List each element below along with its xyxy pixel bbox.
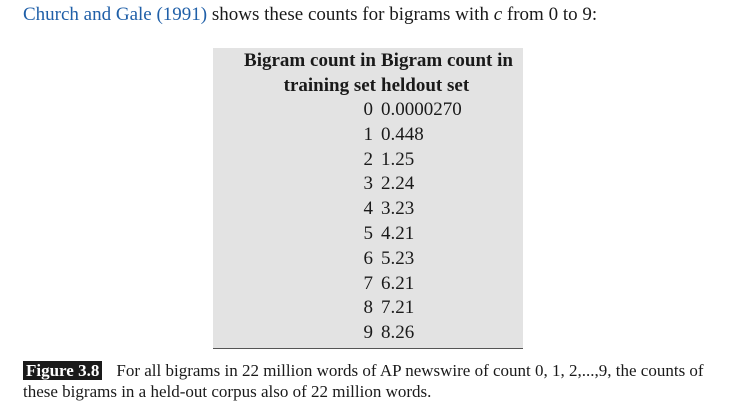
heldout-count-cell: 0.448 — [381, 123, 424, 145]
table-row: 9 8.26 — [213, 321, 523, 346]
intro-text-before: shows these counts for bigrams with — [207, 4, 494, 25]
table-row: 3 2.24 — [213, 172, 523, 197]
table-row: 4 3.23 — [213, 197, 523, 222]
training-count-cell: 8 — [363, 297, 374, 319]
training-count-cell: 6 — [363, 247, 374, 269]
heldout-count-cell: 2.24 — [381, 173, 415, 195]
variable-c: c — [493, 4, 503, 25]
training-count-cell: 5 — [363, 222, 374, 244]
heldout-count-cell: 1.25 — [381, 148, 415, 170]
table-row: 7 6.21 — [213, 272, 523, 297]
caption-text: For all bigrams in 22 million words of A… — [23, 361, 704, 401]
training-count-cell: 1 — [363, 123, 374, 145]
bigram-count-table-panel: Bigram count in training set Bigram count… — [213, 48, 523, 348]
training-count-cell: 2 — [363, 148, 374, 170]
header-training-set: Bigram count in training set — [244, 50, 376, 96]
heldout-count-cell: 4.21 — [381, 222, 415, 244]
intro-sentence: Church and Gale (1991) shows these count… — [23, 3, 597, 27]
table-row: 8 7.21 — [213, 296, 523, 321]
heldout-count-cell: 5.23 — [381, 247, 415, 269]
table-row: 6 5.23 — [213, 247, 523, 272]
heldout-count-cell: 0.0000270 — [381, 99, 462, 120]
heldout-count-cell: 6.21 — [381, 272, 415, 294]
table-row: 5 4.21 — [213, 222, 523, 247]
bigram-count-table: Bigram count in training set Bigram count… — [213, 48, 523, 346]
training-count-cell: 9 — [363, 322, 374, 344]
table-bottom-rule — [213, 348, 523, 349]
training-count-cell: 7 — [363, 272, 374, 294]
intro-text-after: from 0 to 9: — [502, 4, 598, 25]
training-count-cell: 3 — [363, 173, 374, 195]
figure-label: Figure 3.8 — [23, 361, 103, 380]
table-row: 0 0.0000270 — [213, 98, 523, 123]
citation-link[interactable]: Church and Gale (1991) — [23, 4, 208, 25]
heldout-count-cell: 7.21 — [381, 297, 415, 319]
heldout-count-cell: 3.23 — [381, 198, 415, 220]
table-header-row: Bigram count in training set Bigram count… — [213, 48, 523, 98]
training-count-cell: 0 — [363, 99, 374, 120]
table-row: 2 1.25 — [213, 148, 523, 173]
header-heldout-set: Bigram count in heldout set — [381, 50, 513, 96]
table-row: 1 0.448 — [213, 123, 523, 148]
training-count-cell: 4 — [363, 198, 374, 220]
figure-caption: Figure 3.8 For all bigrams in 22 million … — [23, 360, 723, 402]
heldout-count-cell: 8.26 — [381, 322, 415, 344]
table-body: 0 0.0000270 1 0.448 2 1.25 3 2.24 4 3.23 5 4.21 6 5.2… — [213, 98, 523, 346]
